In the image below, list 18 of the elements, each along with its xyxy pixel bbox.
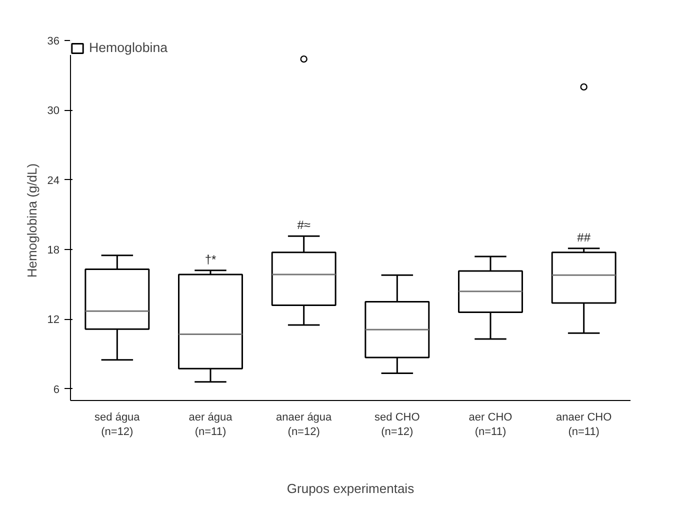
y-axis-title: Hemoglobina (g/dL) [24,163,40,278]
x-tick-label: aer CHO (n=11) [468,412,513,438]
y-tick-label: 36 [47,36,60,48]
legend-label: Hemoglobina [89,40,168,55]
annotation: †* [204,252,216,266]
y-tick-label: 6 [53,384,60,396]
y-tick-label: 30 [47,105,60,118]
x-tick-label: sed água (n=12) [94,412,141,438]
x-tick-label: anaer CHO (n=11) [556,412,612,438]
x-tick-label: sed CHO (n=12) [374,412,420,438]
y-tick-label: 18 [47,244,60,257]
x-tick-label: anaer água (n=12) [276,412,333,438]
x-tick-label: aer água (n=11) [188,412,234,438]
annotation: ## [577,230,591,244]
y-tick-label: 24 [47,174,60,187]
annotation: #≈ [297,218,311,232]
y-tick-label: 12 [47,314,60,326]
x-axis-title: Grupos experimentais [286,480,415,496]
